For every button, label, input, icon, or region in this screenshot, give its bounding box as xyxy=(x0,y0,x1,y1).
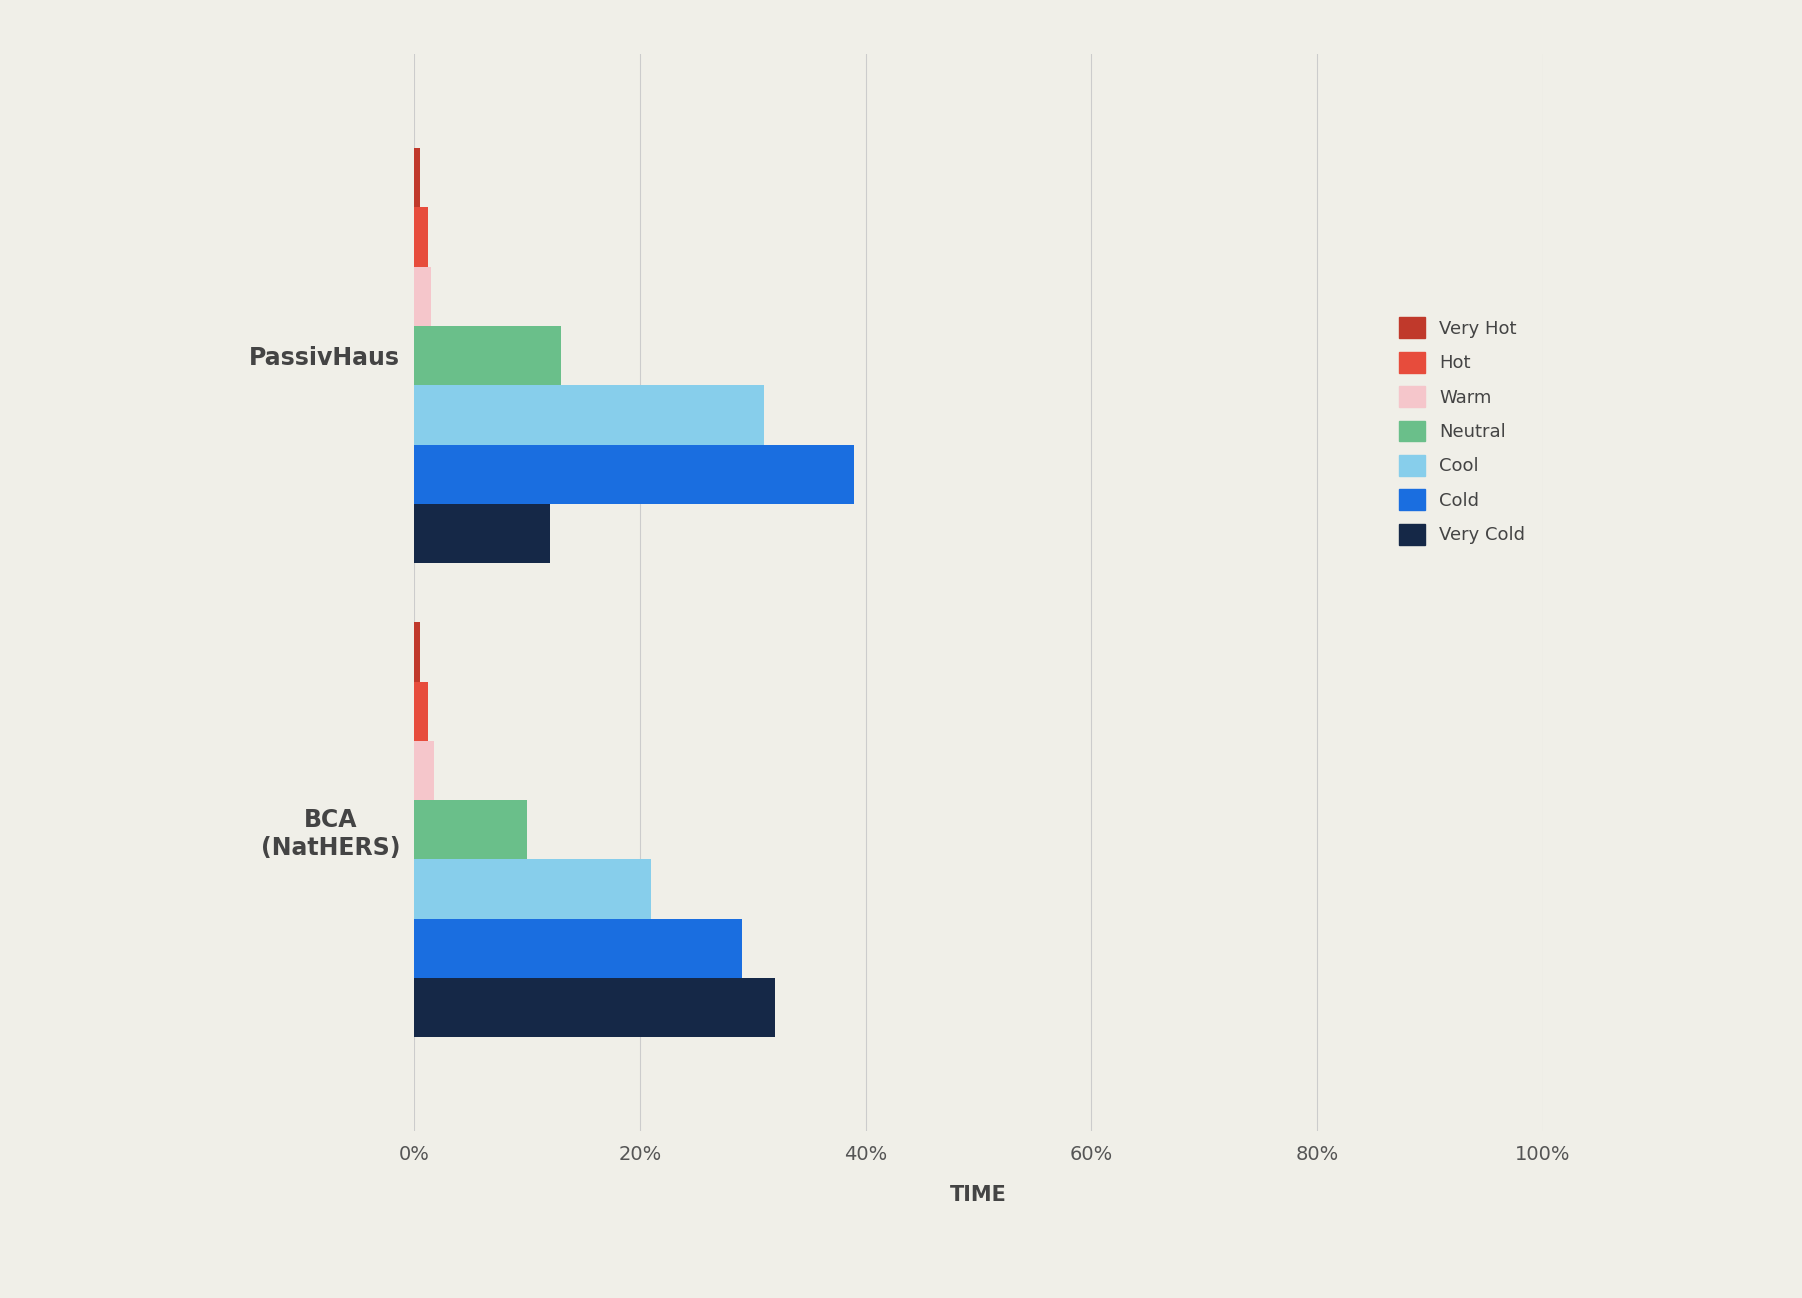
Bar xyxy=(414,326,560,386)
Bar xyxy=(414,208,427,266)
Legend: Very Hot, Hot, Warm, Neutral, Cool, Cold, Very Cold: Very Hot, Hot, Warm, Neutral, Cool, Cold… xyxy=(1389,309,1534,554)
Bar xyxy=(414,681,427,741)
Bar xyxy=(414,859,651,919)
Bar xyxy=(414,504,550,563)
Bar xyxy=(414,800,526,859)
Bar xyxy=(414,919,741,977)
Bar xyxy=(414,386,764,444)
Bar xyxy=(414,741,434,800)
Bar xyxy=(414,444,854,504)
Bar xyxy=(414,977,775,1037)
Bar xyxy=(414,266,431,326)
X-axis label: TIME: TIME xyxy=(950,1185,1007,1205)
Bar xyxy=(414,148,420,208)
Bar xyxy=(414,622,420,681)
